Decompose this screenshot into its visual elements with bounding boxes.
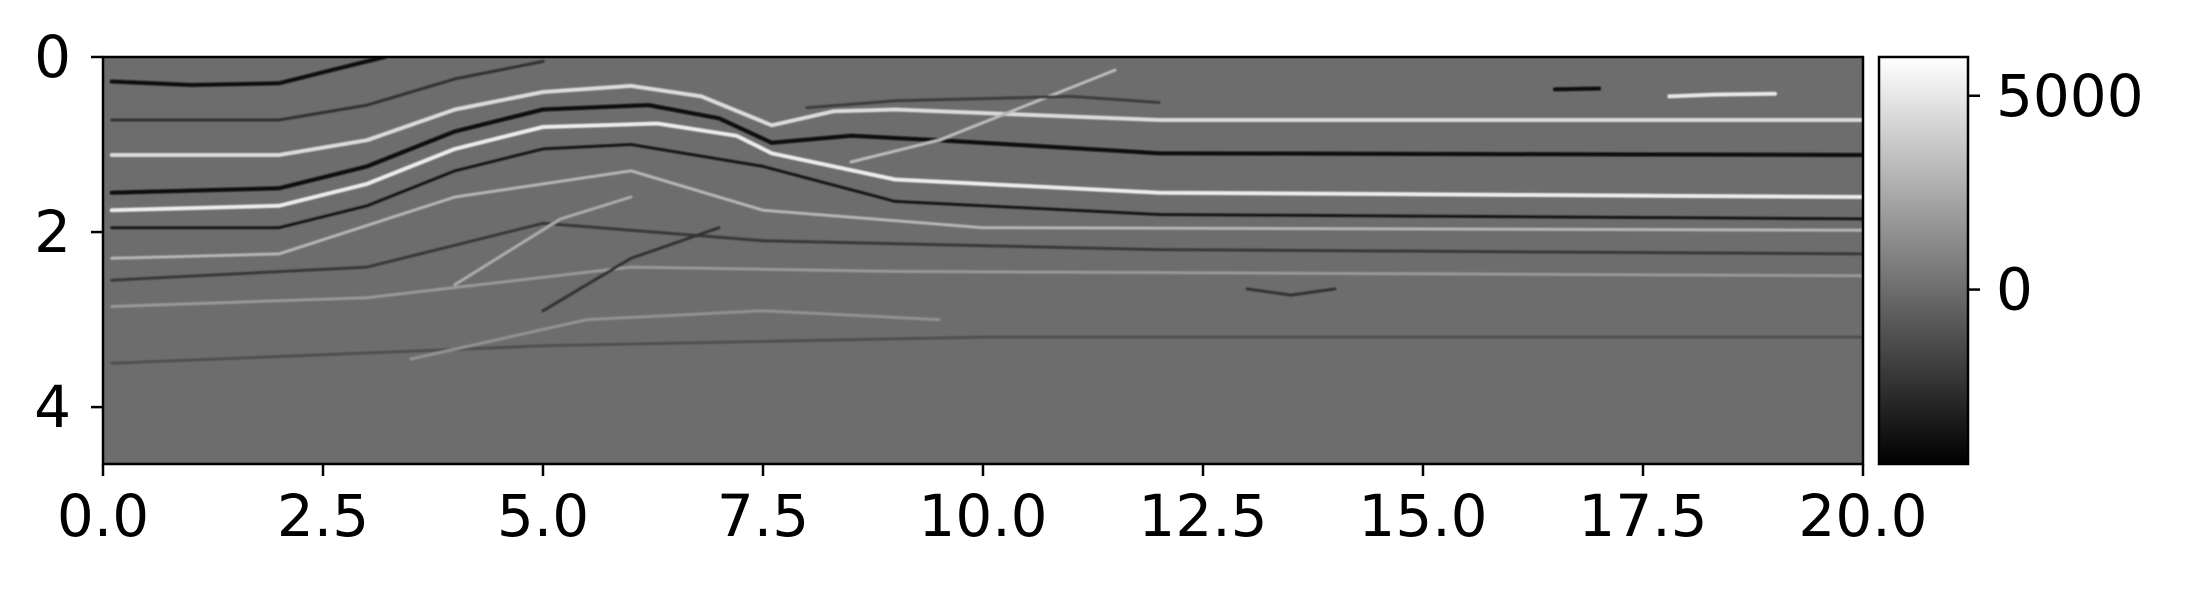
reflector-2 — [109, 83, 1863, 157]
y-tick-label: 4 — [34, 373, 71, 441]
reflector-15 — [1553, 86, 1601, 92]
reflector-17 — [1245, 287, 1337, 297]
y-tick-label: 2 — [34, 198, 71, 266]
colorbar-tick-label: 0 — [1996, 256, 2033, 324]
reflector-layer — [109, 57, 1863, 365]
reflector-7 — [110, 221, 1863, 282]
colorbar-ticks: 5000 0 — [1968, 62, 2144, 324]
reflector-9 — [110, 335, 1863, 365]
x-tick-label: 5.0 — [497, 482, 589, 550]
x-tick-label: 15.0 — [1358, 482, 1487, 550]
x-axis: 0.0 2.5 5.0 7.5 10.0 12.5 15.0 17.5 20.0 — [57, 464, 1928, 550]
colorbar-frame — [1877, 55, 1970, 466]
x-tick-label: 17.5 — [1578, 482, 1707, 550]
reflector-14 — [805, 94, 1161, 110]
reflector-10 — [409, 309, 941, 361]
reflector-12 — [541, 226, 721, 313]
x-tick-label: 20.0 — [1798, 482, 1927, 550]
reflector-16 — [1667, 91, 1777, 99]
reflector-0 — [109, 57, 387, 87]
x-tick-label: 10.0 — [918, 482, 1047, 550]
x-tick-label: 7.5 — [717, 482, 809, 550]
colorbar-tick-label: 5000 — [1996, 62, 2144, 130]
reflector-4 — [109, 121, 1863, 213]
reflector-5 — [110, 143, 1863, 230]
y-axis: 0 2 4 — [34, 23, 103, 441]
colorbar: 5000 0 — [1877, 55, 2144, 466]
x-tick-label: 2.5 — [277, 482, 369, 550]
plot-area — [101, 55, 1865, 466]
reflector-6 — [110, 169, 1863, 260]
y-tick-label: 0 — [34, 23, 71, 91]
reflector-8 — [110, 265, 1863, 308]
colorbar-gradient — [1879, 57, 1968, 464]
x-tick-label: 0.0 — [57, 482, 149, 550]
reflector-3 — [109, 103, 1863, 195]
x-tick-label: 12.5 — [1138, 482, 1267, 550]
reflector-11 — [453, 195, 633, 287]
reflector-1 — [110, 59, 545, 122]
reflector-13 — [849, 68, 1117, 164]
